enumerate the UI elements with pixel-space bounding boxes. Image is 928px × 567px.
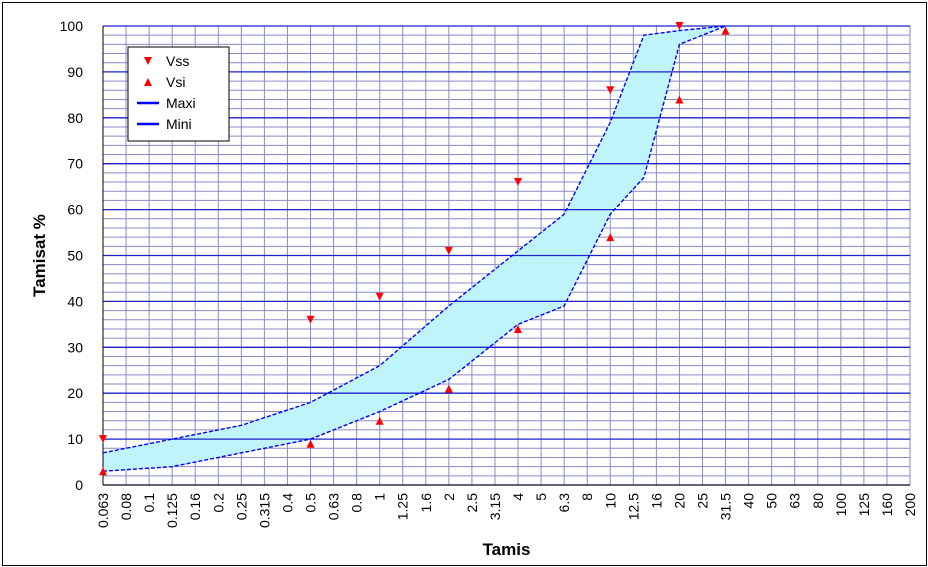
- x-tick-label: 0.16: [187, 493, 203, 520]
- legend: Vss Vsi Maxi Mini: [127, 46, 230, 142]
- x-tick-label: 200: [902, 493, 918, 517]
- x-tick-label: 1.25: [395, 493, 411, 520]
- y-tick-label: 60: [67, 202, 83, 218]
- series-line-mini: [102, 25, 726, 472]
- marker-vss: [675, 22, 684, 30]
- band-area: [103, 26, 726, 472]
- x-tick-label: 0.063: [95, 493, 111, 528]
- marker-vss: [375, 292, 384, 301]
- marker-vss: [306, 315, 315, 324]
- y-tick-label: 80: [67, 110, 83, 126]
- x-tick-label: 0.2: [210, 493, 226, 513]
- data-markers: [99, 22, 730, 476]
- y-tick-label: 100: [60, 18, 84, 34]
- legend-label-vss: Vss: [166, 53, 189, 69]
- x-tick-label: 0.08: [118, 493, 134, 520]
- legend-label-vsi: Vsi: [166, 74, 185, 90]
- x-tick-label: 50: [764, 493, 780, 509]
- y-axis-title: Tamisat %: [30, 214, 49, 297]
- legend-marker-vsi: [144, 78, 152, 86]
- x-tick-label: 10: [602, 493, 618, 509]
- y-tick-labels: 0 10 20 30 40 50 60 70 80 90 100: [60, 18, 84, 493]
- x-tick-label: 16: [648, 493, 664, 509]
- marker-vsi: [675, 95, 684, 104]
- marker-vss: [444, 246, 453, 255]
- x-tick-label: 0.5: [303, 493, 319, 513]
- marker-vsi: [606, 233, 615, 242]
- x-tick-label: 40: [741, 493, 757, 509]
- legend-marker-vss: [144, 57, 152, 65]
- x-tick-label: 80: [810, 493, 826, 509]
- x-tick-label: 125: [856, 493, 872, 517]
- x-tick-label: 6.3: [556, 493, 572, 513]
- x-tick-label: 0.63: [326, 493, 342, 520]
- x-tick-label: 25: [694, 493, 710, 509]
- series-lines: [102, 25, 726, 472]
- legend-label-mini: Mini: [166, 116, 192, 132]
- x-tick-label: 12.5: [625, 493, 641, 520]
- x-tick-label: 0.1: [141, 493, 157, 513]
- x-tick-labels: 0.063 0.08 0.1 0.125 0.16 0.2 0.25 0.315 0.4 0.5 0…: [95, 493, 918, 528]
- y-tick-label: 0: [75, 477, 83, 493]
- x-tick-label: 5: [533, 493, 549, 501]
- y-tick-label: 30: [67, 339, 83, 355]
- marker-vsi: [514, 324, 523, 333]
- marker-vss: [99, 435, 107, 444]
- x-tick-label: 2: [441, 493, 457, 501]
- gradation-chart: 0 10 20 30 40 50 60 70 80 90 100 0.063 0.08 0.1 0.125…: [30, 18, 918, 559]
- marker-vsi: [99, 467, 107, 476]
- x-tick-label: 4: [510, 493, 526, 501]
- x-axis-title: Tamis: [483, 540, 531, 559]
- x-tick-label: 3.15: [487, 493, 503, 520]
- x-tick-label: 0.315: [256, 493, 272, 528]
- major-gridlines: [102, 25, 910, 486]
- marker-vsi: [375, 416, 384, 425]
- y-tick-label: 70: [67, 156, 83, 172]
- x-tick-label: 100: [833, 493, 849, 517]
- x-tick-label: 31.5: [718, 493, 734, 520]
- legend-label-maxi: Maxi: [166, 95, 196, 111]
- x-tick-label: 0.4: [279, 493, 295, 513]
- series-line-maxi: [102, 25, 726, 454]
- x-tick-label: 20: [671, 493, 687, 509]
- x-tick-label: 2.5: [464, 493, 480, 513]
- x-tick-label: 160: [879, 493, 895, 517]
- envelope-band: [103, 26, 726, 472]
- x-tick-label: 1.6: [418, 493, 434, 513]
- y-tick-label: 90: [67, 64, 83, 80]
- marker-vsi: [444, 384, 453, 393]
- y-tick-label: 20: [67, 385, 83, 401]
- marker-vss: [606, 86, 615, 95]
- marker-vsi: [721, 26, 730, 35]
- x-tick-label: 0.25: [233, 493, 249, 520]
- y-tick-label: 10: [67, 431, 83, 447]
- y-tick-label: 40: [67, 293, 83, 309]
- x-tick-label: 0.8: [349, 493, 365, 513]
- legend-box: [127, 46, 230, 142]
- y-tick-label: 50: [67, 248, 83, 264]
- marker-vss: [514, 178, 523, 187]
- marker-vsi: [306, 439, 315, 448]
- x-tick-label: 8: [579, 493, 595, 501]
- x-tick-label: 1: [372, 493, 388, 501]
- x-tick-label: 63: [787, 493, 803, 509]
- x-tick-label: 0.125: [164, 493, 180, 528]
